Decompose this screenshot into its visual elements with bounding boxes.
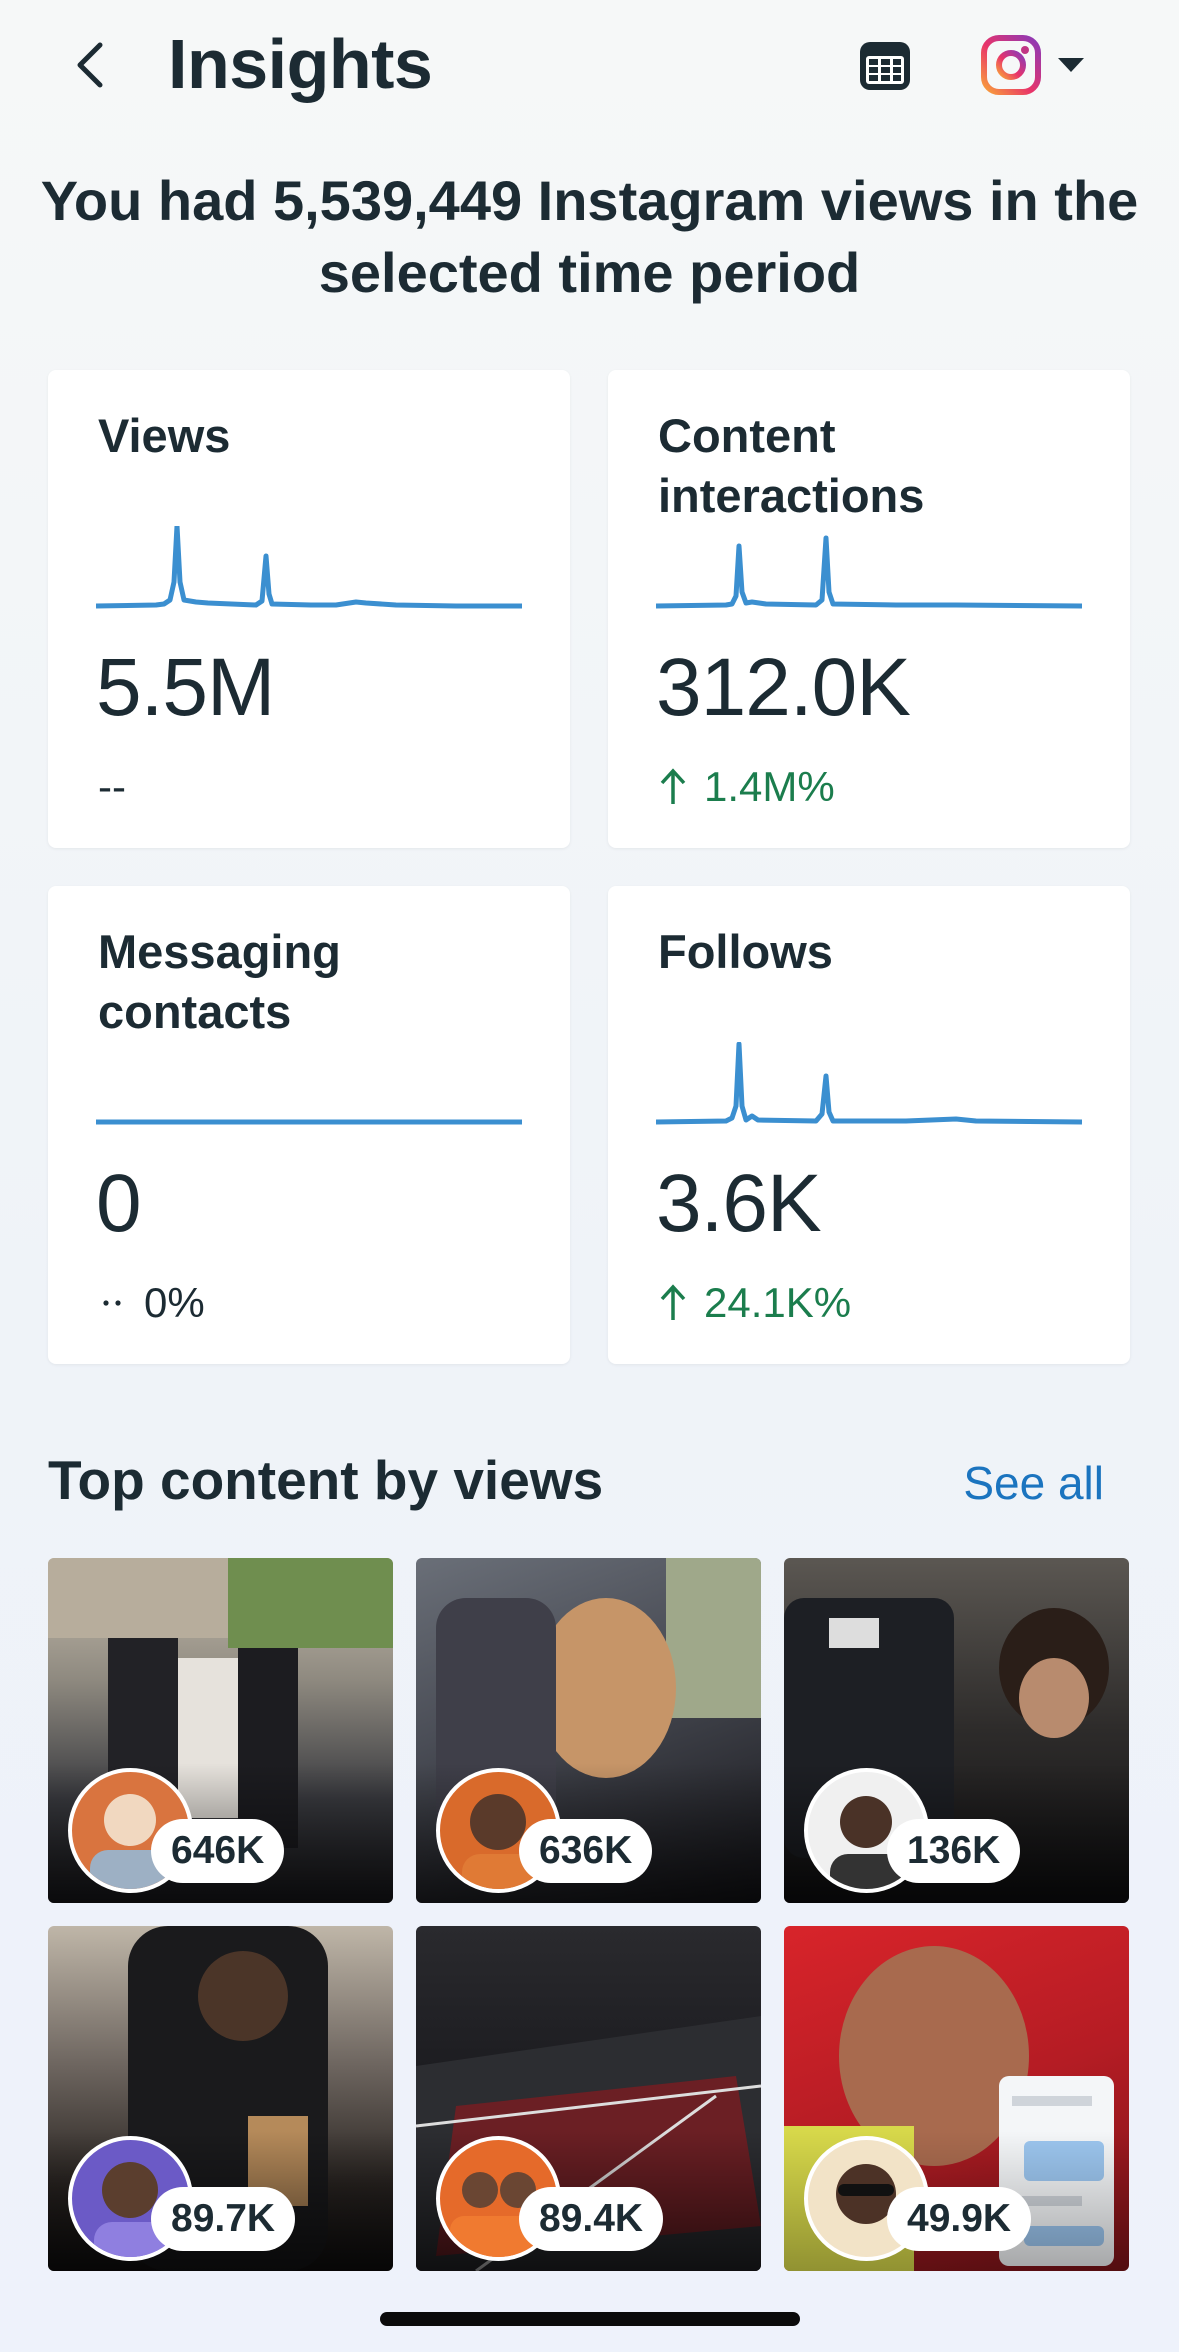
top-content-item[interactable]: 136K (784, 1558, 1129, 1903)
top-content-item[interactable]: 646K (48, 1558, 393, 1903)
metric-value: 0 (96, 1158, 142, 1249)
calendar-icon (860, 42, 910, 90)
view-count-badge: 89.7K (151, 2187, 296, 2251)
view-count-badge: 89.4K (519, 2187, 664, 2251)
avatar (68, 2136, 193, 2261)
view-count-badge: 49.9K (887, 2187, 1032, 2251)
chevron-left-icon (77, 42, 103, 88)
delta-text: 1.4M% (704, 763, 835, 810)
arrow-up-icon (660, 768, 686, 804)
delta-text: -- (98, 763, 126, 810)
views-sparkline (96, 526, 522, 609)
messaging-contacts-sparkline (96, 1119, 522, 1125)
delta-text: 24.1K% (704, 1279, 852, 1326)
metric-card-views[interactable]: Views 5.5M -- (48, 370, 570, 848)
metric-delta: -- (98, 760, 126, 814)
metric-value: 312.0K (656, 642, 911, 733)
delta-text: 0% (144, 1279, 205, 1326)
account-switcher[interactable] (980, 30, 1105, 100)
metric-delta: 1.4M% (658, 760, 835, 814)
top-content-item[interactable]: 636K (416, 1558, 761, 1903)
metric-delta: 24.1K% (658, 1276, 851, 1330)
home-indicator[interactable] (380, 2312, 800, 2326)
metric-label: Views (98, 409, 231, 462)
top-content-item[interactable]: 89.7K (48, 1926, 393, 2271)
page-title: Insights (168, 25, 433, 103)
metric-delta: 0% (98, 1276, 205, 1330)
view-count-badge: 636K (519, 1819, 653, 1883)
back-button[interactable] (60, 30, 120, 100)
arrow-up-icon (660, 1284, 686, 1320)
dots-neutral-icon (103, 1300, 121, 1306)
metric-value: 5.5M (96, 642, 275, 733)
date-range-button[interactable] (850, 30, 920, 100)
metric-card-messaging-contacts[interactable]: Messaging contacts 0 0% (48, 886, 570, 1364)
metric-label: Follows (658, 925, 833, 978)
top-content-item[interactable]: 49.9K (784, 1926, 1129, 2271)
content-interactions-sparkline (656, 535, 1082, 609)
post-thumbnail-image (48, 1558, 393, 1848)
metric-label: Messaging contacts (98, 925, 341, 1038)
views-summary-headline: You had 5,539,449 Instagram views in the… (40, 169, 1139, 304)
caret-down-icon (1058, 58, 1084, 72)
metric-card-content-interactions[interactable]: Content interactions 312.0K 1.4M% (608, 370, 1130, 848)
top-bar: Insights (0, 0, 1179, 130)
top-content-title: Top content by views (48, 1449, 604, 1511)
follows-sparkline (656, 1042, 1082, 1125)
view-count-badge: 646K (151, 1819, 285, 1883)
metric-card-follows[interactable]: Follows 3.6K 24.1K% (608, 886, 1130, 1364)
instagram-icon (981, 35, 1041, 95)
see-all-link[interactable]: See all (963, 1457, 1104, 1509)
view-count-badge: 136K (887, 1819, 1021, 1883)
metric-value: 3.6K (656, 1158, 822, 1249)
metric-label: Content interactions (658, 409, 925, 522)
top-content-item[interactable]: 89.4K (416, 1926, 761, 2271)
